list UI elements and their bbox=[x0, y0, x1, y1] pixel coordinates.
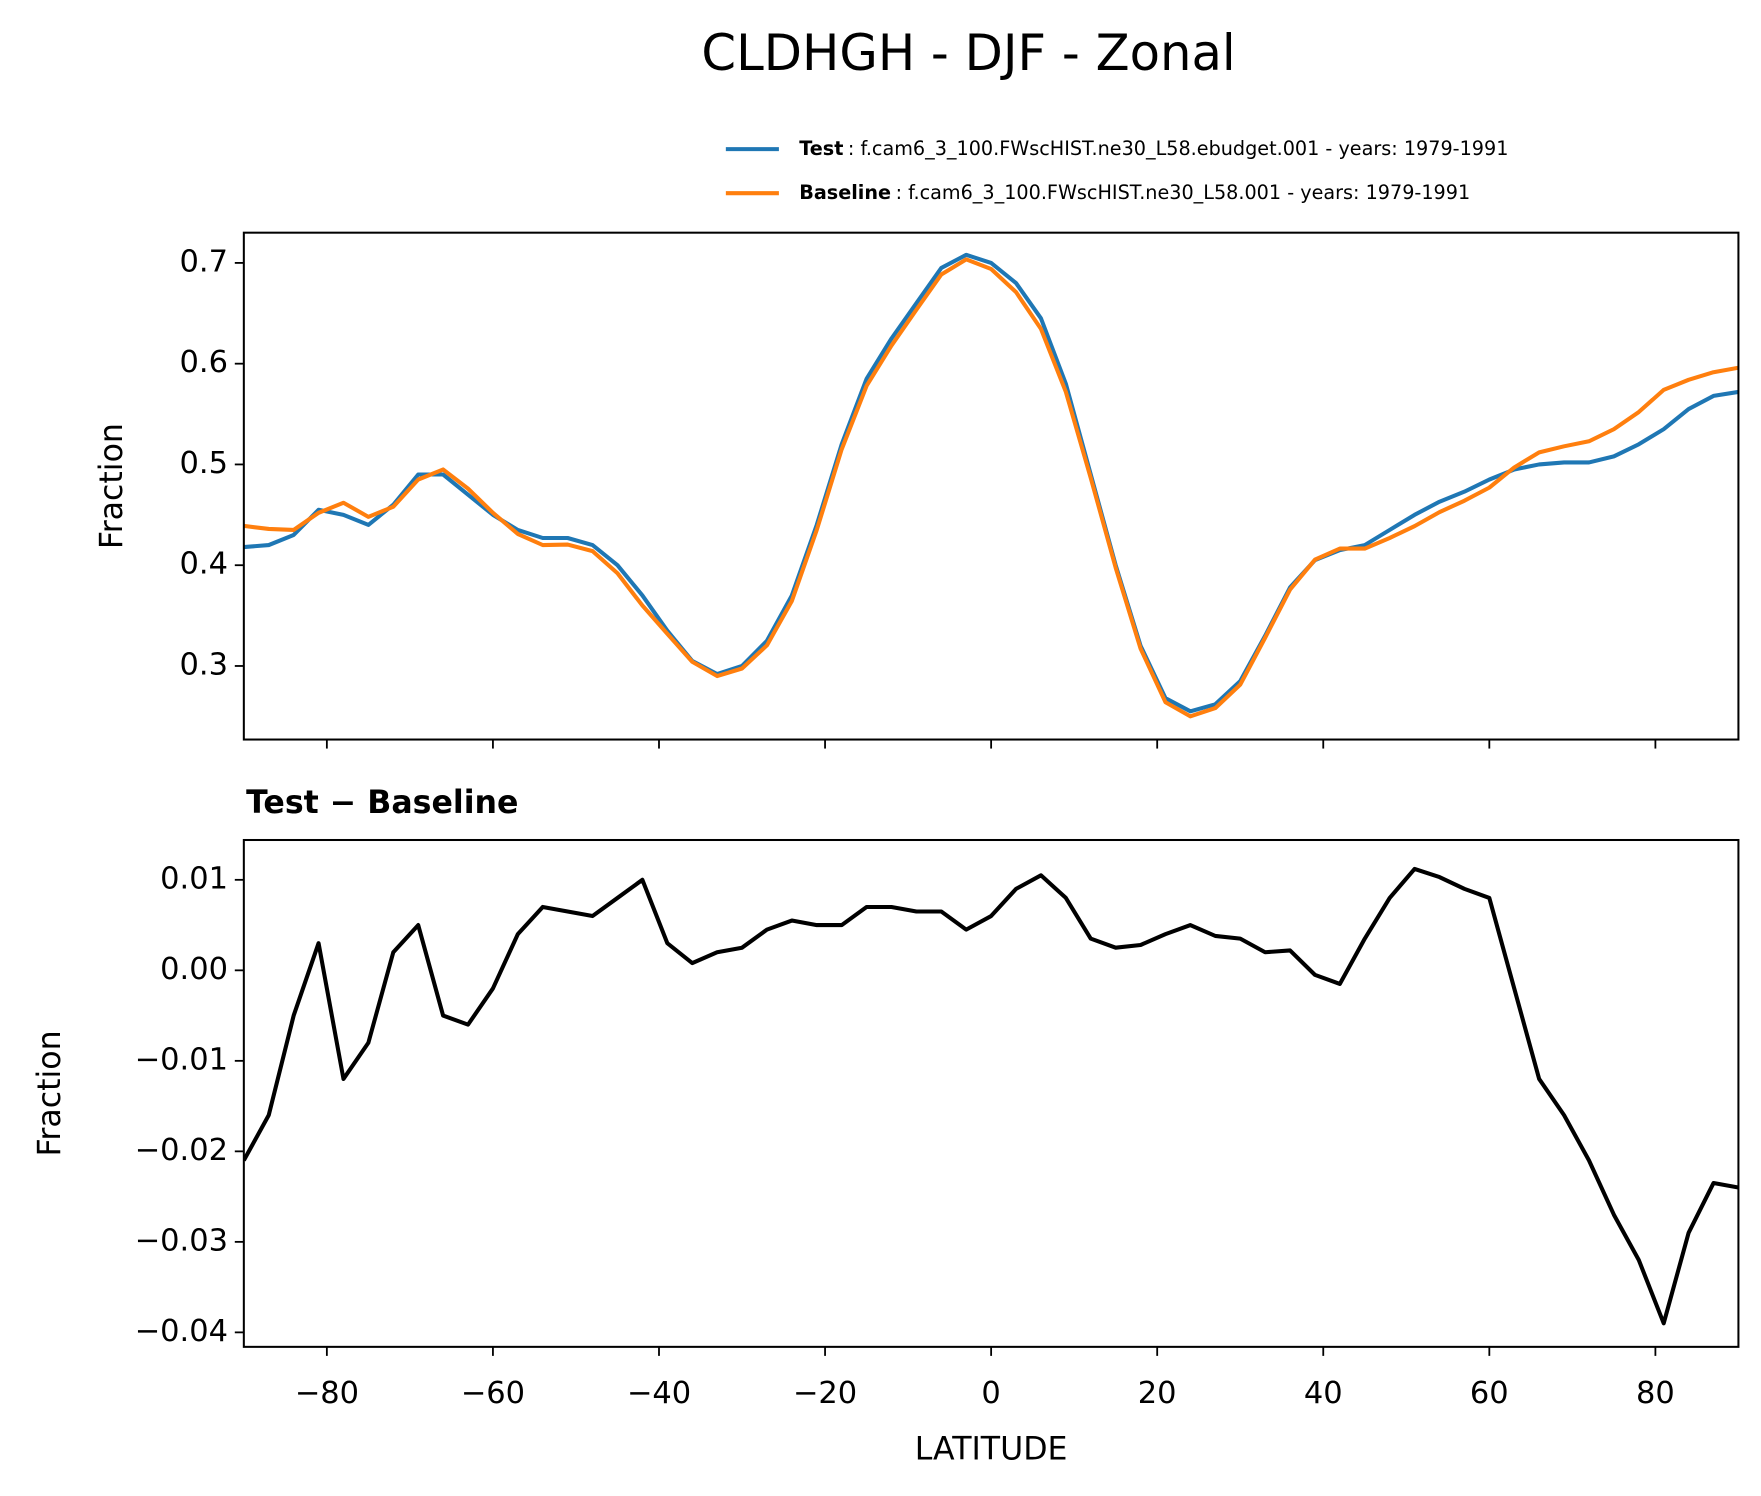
y-tick-label: −0.02 bbox=[135, 1133, 228, 1168]
x-tick-label: 80 bbox=[1636, 1376, 1675, 1411]
legend-label: : f.cam6_3_100.FWscHIST.ne30_L58.ebudget… bbox=[848, 137, 1509, 160]
y-tick-label: −0.04 bbox=[135, 1314, 228, 1349]
y-tick-label: 0.4 bbox=[180, 547, 228, 582]
y-axis-label: Fraction bbox=[32, 1030, 68, 1156]
series-line bbox=[243, 252, 1739, 714]
legend-name: Baseline bbox=[799, 181, 891, 204]
y-tick-label: 0.01 bbox=[160, 861, 228, 896]
legend-entry: Baseline: f.cam6_3_100.FWscHIST.ne30_L58… bbox=[799, 181, 1470, 204]
series-line bbox=[243, 257, 1739, 719]
axes-title: Test − Baseline bbox=[246, 785, 518, 821]
legend-name: Test bbox=[799, 137, 843, 160]
legend-label: : f.cam6_3_100.FWscHIST.ne30_L58.001 - y… bbox=[896, 181, 1471, 204]
x-tick-label: −40 bbox=[627, 1376, 691, 1411]
x-tick-label: 20 bbox=[1138, 1376, 1177, 1411]
x-tick-label: 60 bbox=[1470, 1376, 1509, 1411]
y-tick-label: −0.03 bbox=[135, 1223, 228, 1258]
y-tick-label: 0.6 bbox=[180, 345, 228, 380]
y-tick-label: 0.3 bbox=[180, 647, 228, 682]
y-tick-label: 0.00 bbox=[160, 952, 228, 987]
legend-entry: Test: f.cam6_3_100.FWscHIST.ne30_L58.ebu… bbox=[799, 137, 1508, 160]
y-tick-label: −0.01 bbox=[135, 1042, 228, 1077]
y-tick-label: 0.7 bbox=[180, 244, 228, 279]
series-line bbox=[243, 866, 1739, 1326]
x-tick-label: −60 bbox=[461, 1376, 525, 1411]
x-tick-label: −20 bbox=[793, 1376, 857, 1411]
x-tick-label: 0 bbox=[981, 1376, 1000, 1411]
figure-title: CLDHGH - DJF - Zonal bbox=[701, 24, 1235, 82]
x-tick-label: 40 bbox=[1304, 1376, 1343, 1411]
y-tick-label: 0.5 bbox=[180, 446, 228, 481]
x-axis-label: LATITUDE bbox=[915, 1432, 1068, 1468]
x-tick-label: −80 bbox=[295, 1376, 359, 1411]
y-axis-label: Fraction bbox=[94, 423, 130, 549]
